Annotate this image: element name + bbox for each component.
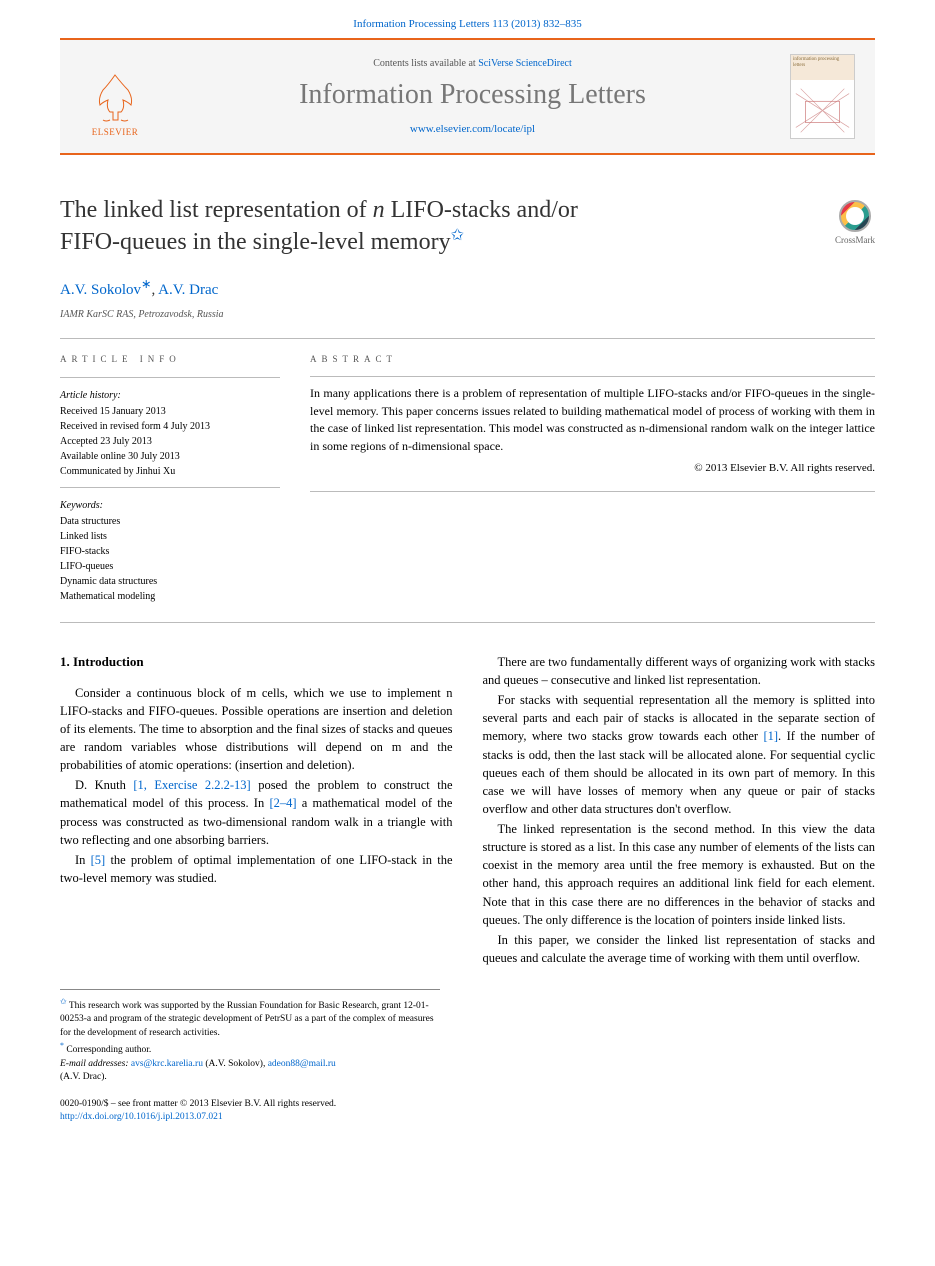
body-paragraph: There are two fundamentally different wa… xyxy=(483,653,876,689)
elsevier-label: ELSEVIER xyxy=(92,127,139,137)
section-divider xyxy=(60,338,875,339)
sciencedirect-link[interactable]: SciVerse ScienceDirect xyxy=(478,58,572,69)
section-1-heading: 1. Introduction xyxy=(60,653,453,672)
footnote-marker: * xyxy=(60,1041,64,1050)
title-footnote-marker[interactable]: ✩ xyxy=(451,227,464,244)
doi-link[interactable]: http://dx.doi.org/10.1016/j.ipl.2013.07.… xyxy=(60,1112,223,1122)
contents-available-line: Contents lists available at SciVerse Sci… xyxy=(170,58,775,69)
body-paragraph: In [5] the problem of optimal implementa… xyxy=(60,851,453,887)
crossmark-badge[interactable]: CrossMark xyxy=(835,200,875,245)
bottom-orange-rule xyxy=(60,153,875,155)
cover-graphic xyxy=(791,83,854,138)
funding-footnote: ✩ This research work was supported by th… xyxy=(60,996,440,1040)
keyword-item: FIFO-stacks xyxy=(60,544,280,559)
citation-text[interactable]: Information Processing Letters 113 (2013… xyxy=(353,18,581,30)
corresponding-footnote: * Corresponding author. xyxy=(60,1040,440,1057)
footnotes-block: ✩ This research work was supported by th… xyxy=(60,989,440,1084)
info-divider xyxy=(60,377,280,378)
footnote-marker: ✩ xyxy=(60,997,67,1006)
title-section: The linked list representation of n LIFO… xyxy=(60,195,875,258)
info-divider xyxy=(60,487,280,488)
info-abstract-row: ARTICLE INFO Article history: Received 1… xyxy=(60,353,875,604)
article-title: The linked list representation of n LIFO… xyxy=(60,195,875,258)
authors-line: A.V. Sokolov∗, A.V. Drac xyxy=(60,276,875,299)
keyword-item: Mathematical modeling xyxy=(60,589,280,604)
history-label: Article history: xyxy=(60,388,280,403)
journal-homepage-link[interactable]: www.elsevier.com/locate/ipl xyxy=(170,123,775,135)
keyword-item: Linked lists xyxy=(60,529,280,544)
citation-link[interactable]: [1, Exercise 2.2.2-13] xyxy=(133,778,250,792)
cover-title-text: information processing letters xyxy=(791,55,854,80)
header-center: Contents lists available at SciVerse Sci… xyxy=(170,58,775,135)
journal-name: Information Processing Letters xyxy=(170,79,775,111)
author-1[interactable]: A.V. Sokolov xyxy=(60,282,141,298)
email-footnote: E-mail addresses: avs@krc.karelia.ru (A.… xyxy=(60,1058,440,1085)
abstract-bottom-divider xyxy=(310,491,875,492)
elsevier-logo[interactable]: ELSEVIER xyxy=(80,57,150,137)
journal-header-box: ELSEVIER Contents lists available at Sci… xyxy=(60,40,875,153)
bottom-copyright-block: 0020-0190/$ – see front matter © 2013 El… xyxy=(60,1098,440,1125)
section-divider xyxy=(60,622,875,623)
article-body: 1. Introduction Consider a continuous bl… xyxy=(60,653,875,969)
author-2[interactable]: A.V. Drac xyxy=(158,282,218,298)
email-link[interactable]: adeon88@mail.ru xyxy=(268,1059,336,1069)
crossmark-icon xyxy=(839,200,871,232)
body-paragraph: The linked representation is the second … xyxy=(483,820,876,929)
abstract-text: In many applications there is a problem … xyxy=(310,385,875,455)
communicated-by: Communicated by Jinhui Xu xyxy=(60,464,280,479)
crossmark-label: CrossMark xyxy=(835,235,875,245)
body-paragraph: Consider a continuous block of m cells, … xyxy=(60,684,453,775)
elsevier-tree-icon xyxy=(88,70,143,125)
received-date: Received 15 January 2013 xyxy=(60,404,280,419)
front-matter-line: 0020-0190/$ – see front matter © 2013 El… xyxy=(60,1098,440,1111)
body-paragraph: For stacks with sequential representatio… xyxy=(483,691,876,818)
body-paragraph: D. Knuth [1, Exercise 2.2.2-13] posed th… xyxy=(60,776,453,849)
article-info-column: ARTICLE INFO Article history: Received 1… xyxy=(60,353,280,604)
article-info-heading: ARTICLE INFO xyxy=(60,353,280,367)
keywords-label: Keywords: xyxy=(60,498,280,513)
email-link[interactable]: avs@krc.karelia.ru xyxy=(131,1059,203,1069)
keyword-item: Dynamic data structures xyxy=(60,574,280,589)
online-date: Available online 30 July 2013 xyxy=(60,449,280,464)
abstract-heading: ABSTRACT xyxy=(310,353,875,366)
revised-date: Received in revised form 4 July 2013 xyxy=(60,419,280,434)
citation-link[interactable]: [5] xyxy=(91,853,106,867)
accepted-date: Accepted 23 July 2013 xyxy=(60,434,280,449)
abstract-column: ABSTRACT In many applications there is a… xyxy=(310,353,875,604)
keyword-item: LIFO-queues xyxy=(60,559,280,574)
journal-cover-thumbnail[interactable]: information processing letters xyxy=(790,54,855,139)
citation-link[interactable]: [1] xyxy=(763,729,778,743)
corresponding-marker[interactable]: ∗ xyxy=(141,277,151,291)
abstract-divider xyxy=(310,376,875,377)
keyword-item: Data structures xyxy=(60,514,280,529)
affiliation: IAMR KarSC RAS, Petrozavodsk, Russia xyxy=(60,309,875,320)
body-paragraph: In this paper, we consider the linked li… xyxy=(483,931,876,967)
abstract-copyright: © 2013 Elsevier B.V. All rights reserved… xyxy=(310,461,875,477)
citation-link[interactable]: [2–4] xyxy=(269,796,296,810)
journal-citation-header: Information Processing Letters 113 (2013… xyxy=(0,0,935,38)
